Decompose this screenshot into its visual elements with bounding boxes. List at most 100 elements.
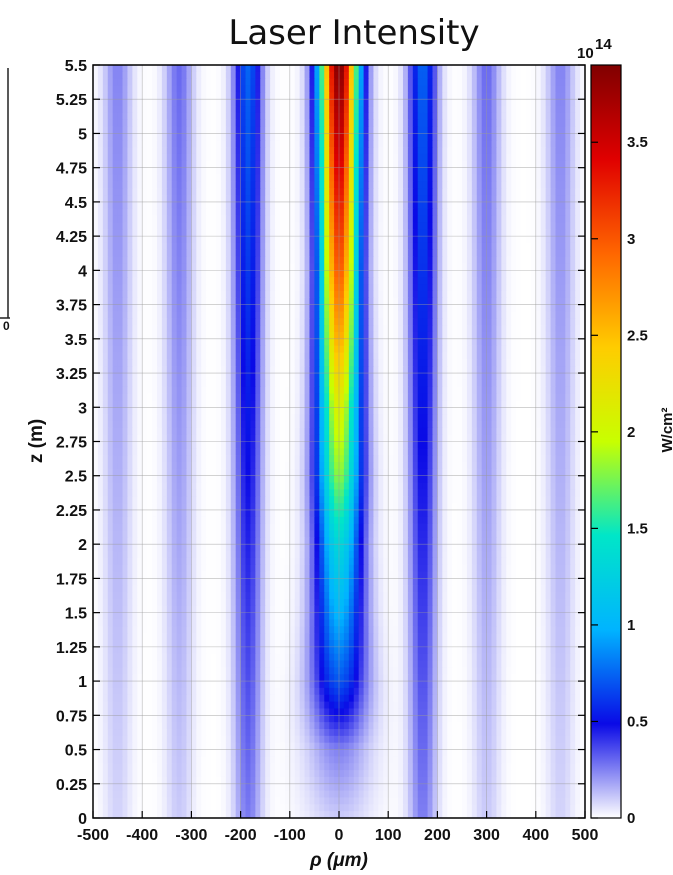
heatmap-cell	[107, 195, 114, 203]
heatmap-cell	[137, 338, 143, 347]
heatmap-cell	[270, 188, 276, 196]
heatmap-cell	[521, 65, 527, 73]
heatmap-cell	[309, 99, 315, 107]
heatmap-cell	[466, 106, 473, 114]
heatmap-cell	[319, 297, 325, 306]
heatmap-cell	[540, 386, 547, 395]
heatmap-cell	[501, 256, 507, 265]
heatmap-cell	[240, 331, 247, 340]
heatmap-cell	[304, 112, 311, 121]
heatmap-cell	[161, 78, 168, 87]
heatmap-cell	[152, 160, 158, 169]
heatmap-cell	[176, 318, 183, 326]
heatmap-cell	[521, 379, 527, 388]
heatmap-cell	[432, 345, 438, 354]
heatmap-cell	[496, 78, 502, 87]
heatmap-cell	[137, 311, 143, 319]
heatmap-cell	[368, 160, 375, 169]
heatmap-cell	[117, 126, 124, 135]
heatmap-cell	[565, 318, 571, 326]
heatmap-cell	[481, 147, 488, 155]
heatmap-cell	[462, 304, 468, 313]
heatmap-cell	[265, 106, 271, 114]
heatmap-cell	[491, 331, 498, 340]
heatmap-cell	[555, 133, 561, 141]
heatmap-cell	[216, 153, 222, 162]
heatmap-cell	[447, 160, 453, 169]
heatmap-cell	[107, 318, 114, 326]
heatmap-cell	[107, 338, 114, 347]
heatmap-cell	[319, 242, 325, 251]
heatmap-cell	[412, 160, 419, 169]
heatmap-cell	[540, 229, 547, 237]
heatmap-cell	[378, 263, 384, 271]
heatmap-cell	[265, 99, 271, 107]
heatmap-cell	[535, 318, 542, 326]
heatmap-cell	[186, 393, 192, 402]
heatmap-cell	[427, 400, 434, 408]
heatmap-cell	[97, 373, 104, 381]
heatmap-cell	[358, 366, 365, 374]
heatmap-cell	[156, 325, 163, 333]
heatmap-cell	[181, 249, 188, 258]
heatmap-cell	[393, 160, 399, 169]
heatmap-cell	[235, 249, 242, 258]
heatmap-cell	[191, 379, 197, 388]
heatmap-cell	[481, 181, 488, 189]
heatmap-cell	[225, 256, 232, 265]
heatmap-cell	[225, 167, 232, 176]
heatmap-cell	[334, 263, 340, 271]
heatmap-cell	[516, 65, 522, 73]
heatmap-cell	[402, 147, 409, 155]
heatmap-cell	[339, 153, 345, 162]
heatmap-cell	[506, 126, 512, 135]
heatmap-cell	[447, 263, 453, 271]
heatmap-cell	[521, 263, 527, 271]
heatmap-cell	[545, 78, 552, 87]
heatmap-cell	[191, 188, 197, 196]
heatmap-cell	[530, 229, 537, 237]
heatmap-cell	[196, 92, 202, 100]
heatmap-cell	[580, 201, 585, 210]
heatmap-cell	[181, 160, 188, 169]
heatmap-cell	[521, 201, 527, 210]
heatmap-cell	[329, 65, 335, 73]
heatmap-cell	[560, 153, 566, 162]
heatmap-cell	[334, 65, 340, 73]
heatmap-cell	[294, 256, 301, 265]
heatmap-cell	[152, 201, 158, 210]
heatmap-cell	[304, 195, 311, 203]
heatmap-cell	[516, 290, 522, 299]
heatmap-cell	[580, 242, 585, 251]
heatmap-cell	[270, 201, 276, 210]
heatmap-cell	[471, 242, 478, 251]
heatmap-cell	[171, 393, 178, 402]
heatmap-cell	[240, 188, 247, 196]
heatmap-cell	[348, 338, 355, 347]
heatmap-cell	[471, 160, 478, 169]
heatmap-cell	[343, 242, 350, 251]
heatmap-cell	[156, 236, 163, 244]
heatmap-cell	[476, 318, 483, 326]
heatmap-cell	[324, 229, 330, 237]
heatmap-cell	[152, 126, 158, 135]
heatmap-cell	[545, 318, 552, 326]
heatmap-cell	[550, 126, 557, 135]
heatmap-cell	[142, 133, 148, 141]
heatmap-cell	[245, 325, 252, 333]
heatmap-cell	[289, 160, 296, 169]
heatmap-cell	[132, 256, 138, 265]
heatmap-cell	[294, 174, 301, 182]
heatmap-cell	[255, 338, 261, 347]
heatmap-cell	[299, 311, 306, 319]
heatmap-cell	[181, 256, 188, 265]
heatmap-cell	[152, 379, 158, 388]
heatmap-cell	[388, 208, 394, 217]
heatmap-cell	[417, 256, 424, 265]
heatmap-cell	[265, 78, 271, 87]
heatmap-cell	[142, 318, 148, 326]
heatmap-cell	[481, 215, 488, 224]
heatmap-cell	[427, 153, 434, 162]
heatmap-cell	[161, 222, 168, 230]
heatmap-cell	[132, 78, 138, 87]
